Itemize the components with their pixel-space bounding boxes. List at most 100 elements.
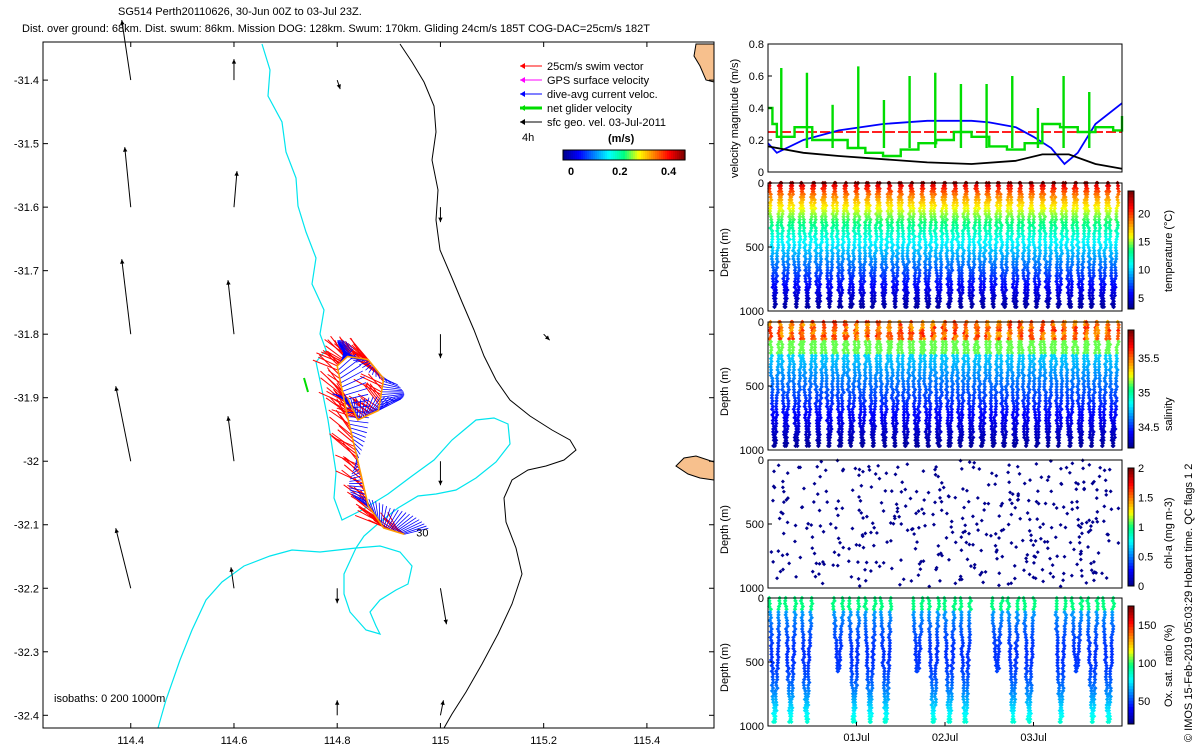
map-frame <box>42 41 715 729</box>
map-x-tick-label: 114.6 <box>221 735 248 747</box>
dac-vector <box>347 416 369 419</box>
section-colorbar-cell <box>1128 267 1134 272</box>
swim-vector <box>322 349 339 366</box>
dac-vector <box>360 398 366 419</box>
section-colorbar-cell <box>1128 202 1134 207</box>
legend-entry: 25cm/s swim vector <box>547 61 644 73</box>
dac-vector <box>359 399 362 420</box>
profile-point <box>794 282 800 287</box>
legend-swatch-head <box>520 119 525 125</box>
colorbar-cell <box>601 150 604 160</box>
swim-vector <box>329 433 357 455</box>
legend-swatch-head <box>520 91 525 97</box>
dac-vector <box>368 365 374 373</box>
colorbar-cell <box>621 150 624 160</box>
colorbar-title: (m/s) <box>608 133 635 145</box>
swim-vector <box>363 384 380 406</box>
profile-point <box>785 268 790 273</box>
map-x-tick-label: 115.2 <box>530 735 557 747</box>
profile-point <box>769 253 775 259</box>
swim-vector <box>369 383 382 398</box>
dac-vector <box>352 495 369 507</box>
swim-vector <box>337 429 354 444</box>
dac-vector <box>362 397 370 418</box>
velocity-y-tick-label: 0.4 <box>749 103 764 115</box>
legend-swatch-head <box>520 63 525 69</box>
swim-vector <box>335 409 352 432</box>
section-colorbar-tick-label: 20 <box>1138 208 1150 220</box>
geo-vector-head <box>229 567 234 573</box>
glider-track <box>336 355 405 536</box>
swim-vector <box>354 514 383 527</box>
net-velocity-line <box>768 106 1124 158</box>
swim-vector <box>318 354 340 375</box>
profile-point <box>792 279 798 284</box>
dac-vector <box>348 485 364 488</box>
swim-vector <box>335 454 359 466</box>
coastline-0m <box>157 43 511 729</box>
dac-vector <box>349 423 368 429</box>
dac-vector <box>353 399 358 419</box>
legend-swatch-head <box>520 105 525 111</box>
section-colorbar-tick-label: 10 <box>1138 265 1150 277</box>
section-colorbar-cell <box>1128 294 1134 298</box>
swim-vector <box>358 506 378 520</box>
section-colorbar-cell <box>1128 235 1134 239</box>
profile-point <box>792 259 797 265</box>
dac-vector <box>402 525 427 535</box>
dac-vector <box>349 475 362 480</box>
geo-vector-head <box>231 59 237 64</box>
dac-vector <box>393 515 414 532</box>
dac-vector <box>372 367 376 375</box>
coastline-island <box>343 545 413 635</box>
section-colorbar-cell <box>1128 255 1134 260</box>
section-colorbar-cell <box>1128 217 1134 221</box>
colorbar-cell <box>675 150 678 160</box>
swim-vector <box>357 393 380 409</box>
section-colorbar-cell <box>1128 297 1134 301</box>
geo-vector-head <box>123 147 128 152</box>
section-colorbar-cell <box>1128 282 1134 286</box>
colorbar-cell <box>619 150 622 160</box>
geo-speed-line <box>767 145 1123 170</box>
dac-vector <box>351 493 368 503</box>
colorbar-cell <box>593 150 596 160</box>
colorbar-cell <box>633 150 636 160</box>
colorbar-cell <box>597 150 600 160</box>
section-colorbar-cell <box>1128 276 1134 280</box>
dac-vector <box>359 360 370 366</box>
section-colorbar-cell <box>1128 270 1134 275</box>
colorbar-cell <box>577 150 580 160</box>
geo-vector <box>233 171 238 208</box>
section-colorbar-cell <box>1128 214 1134 219</box>
dac-vector <box>362 362 371 369</box>
swim-vector <box>329 416 353 436</box>
profile-point <box>796 256 801 262</box>
swim-vector <box>356 499 374 514</box>
dac-vector <box>404 527 429 535</box>
section-colorbar-cell <box>1128 250 1134 254</box>
dac-vector <box>388 510 403 530</box>
colorbar-cell <box>605 150 608 160</box>
dac-vector <box>341 376 365 388</box>
dac-vector <box>381 392 405 395</box>
section-colorbar-cell <box>1128 232 1134 236</box>
dac-vector <box>381 388 403 392</box>
dac-vector <box>349 489 366 495</box>
swim-vector <box>365 383 381 403</box>
colorbar-cell <box>683 150 686 160</box>
profile-point <box>794 301 799 307</box>
colorbar-cell <box>583 150 586 160</box>
dac-vector <box>369 396 386 415</box>
colorbar-cell <box>613 150 616 160</box>
dac-vector <box>348 420 369 424</box>
map-y-tick-label: -32.2 <box>14 583 39 595</box>
dac-vector <box>381 505 387 527</box>
colorbar-cell <box>671 150 674 160</box>
profile-point <box>773 268 778 273</box>
section-colorbar-cell <box>1128 208 1134 213</box>
geo-vector-head <box>226 280 231 285</box>
colorbar-cell <box>645 150 648 160</box>
